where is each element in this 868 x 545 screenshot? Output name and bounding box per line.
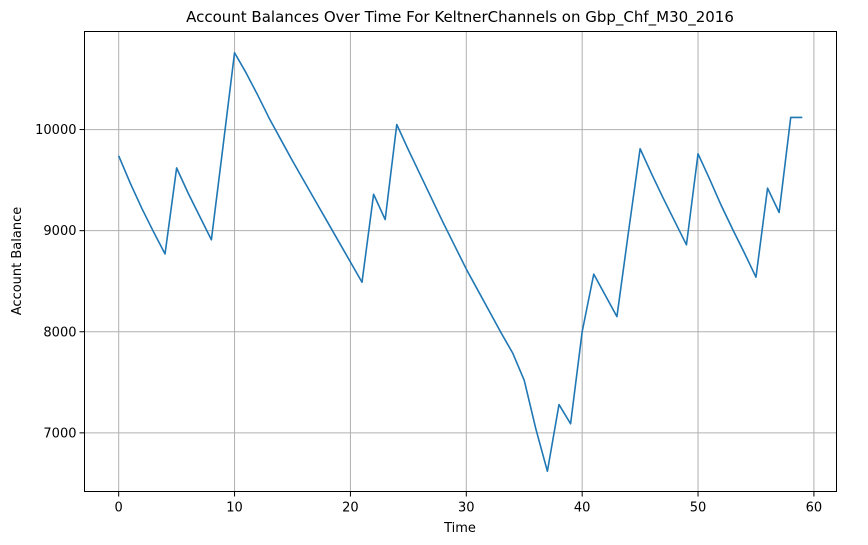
axis-ticks: 0 10 20 30 40 50 60 7000 8000 9000 10000 (35, 123, 822, 515)
grid-lines (84, 31, 837, 492)
chart-title: Account Balances Over Time For KeltnerCh… (186, 8, 734, 27)
y-tick-label: 9000 (43, 224, 76, 239)
y-tick-label: 8000 (43, 325, 76, 340)
plot-frame (84, 31, 837, 492)
x-tick-label: 20 (342, 501, 359, 516)
series-line (117, 51, 803, 473)
x-tick-label: 40 (574, 501, 591, 516)
x-tick-label: 50 (690, 501, 707, 516)
x-tick-label: 0 (115, 501, 123, 516)
x-tick-label: 30 (458, 501, 475, 516)
x-tick-label: 60 (806, 501, 823, 516)
series-layer (117, 51, 803, 473)
x-tick-label: 10 (226, 501, 243, 516)
y-tick-label: 10000 (35, 123, 76, 138)
x-axis-title: Time (443, 521, 476, 536)
y-tick-label: 7000 (43, 426, 76, 441)
y-axis-title: Account Balance (10, 207, 25, 315)
